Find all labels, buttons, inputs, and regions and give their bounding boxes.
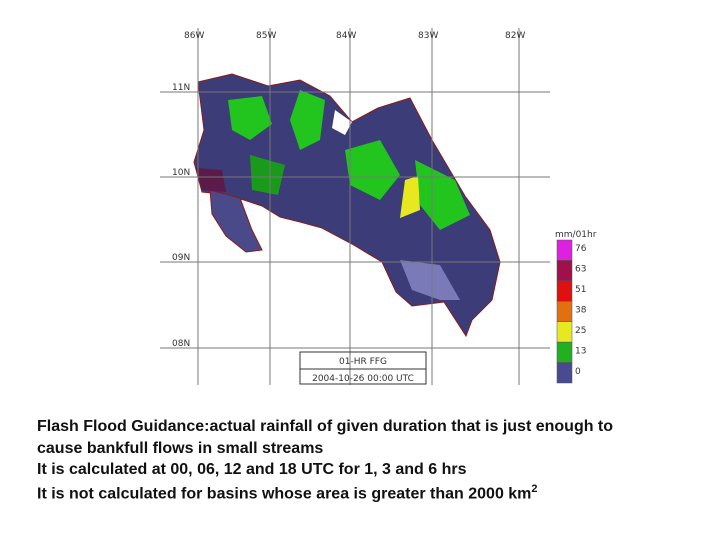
lon-label: 84W bbox=[336, 31, 356, 41]
legend-label: 76 bbox=[575, 244, 587, 254]
graticule-labels: 86W 85W 84W 83W 82W 11N 10N 09N 08N bbox=[172, 31, 525, 349]
green-zone bbox=[290, 90, 325, 150]
nicoya bbox=[209, 189, 263, 253]
green-zone bbox=[250, 155, 285, 195]
lat-label: 09N bbox=[172, 253, 190, 263]
green-zone bbox=[228, 96, 272, 140]
caption-text: cause bankfull flows in small streams bbox=[37, 439, 324, 457]
legend-label: 0 bbox=[575, 367, 581, 377]
lon-label: 83W bbox=[418, 31, 438, 41]
legend-label: 13 bbox=[575, 346, 586, 356]
lat-label: 10N bbox=[172, 168, 190, 178]
superscript: 2 bbox=[531, 482, 538, 495]
lat-label: 11N bbox=[172, 83, 190, 93]
caption-line: It is not calculated for basins whose ar… bbox=[37, 483, 538, 503]
caption-line: It is calculated at 00, 06, 12 and 18 UT… bbox=[37, 461, 467, 479]
product-label: 01-HR FFG bbox=[339, 357, 387, 367]
country-map bbox=[193, 73, 501, 338]
yellow-zone bbox=[400, 176, 420, 218]
lat-label: 08N bbox=[172, 339, 190, 349]
legend-swatch bbox=[556, 341, 573, 363]
product-box bbox=[299, 351, 427, 385]
lon-label: 86W bbox=[184, 31, 204, 41]
lon-label: 85W bbox=[256, 31, 276, 41]
green-zone bbox=[345, 140, 400, 200]
caption-text: Flash Flood Guidance:actual rainfall of … bbox=[37, 418, 614, 435]
legend-swatch bbox=[556, 239, 573, 261]
legend-swatch bbox=[556, 280, 573, 302]
legend-label: 51 bbox=[575, 285, 586, 295]
graticule bbox=[160, 28, 550, 385]
legend-label: 38 bbox=[575, 306, 587, 316]
caption-line: Flash Flood Guidance:actual rainfall of … bbox=[37, 418, 613, 436]
white-zone bbox=[332, 110, 352, 135]
caption-text: It is calculated at 00, 06, 12 and 18 UT… bbox=[37, 461, 467, 478]
legend-unit: mm/01hr bbox=[555, 230, 597, 240]
legend-label: 63 bbox=[575, 265, 586, 275]
legend: mm/01hr 76 63 51 38 25 13 0 bbox=[555, 230, 597, 384]
date-label: 2004-10-26 00:00 UTC bbox=[312, 374, 414, 384]
caption-text: It is not calculated for basins whose ar… bbox=[37, 484, 532, 502]
lon-label: 82W bbox=[505, 31, 525, 41]
light-zone bbox=[400, 260, 460, 300]
legend-swatch bbox=[556, 321, 573, 343]
legend-swatch bbox=[556, 362, 573, 384]
dark-zone bbox=[196, 168, 226, 192]
legend-swatch bbox=[556, 260, 573, 282]
legend-swatch bbox=[556, 301, 573, 322]
legend-label: 25 bbox=[575, 326, 586, 336]
caption-line: cause bankfull flows in small streams bbox=[37, 440, 323, 458]
